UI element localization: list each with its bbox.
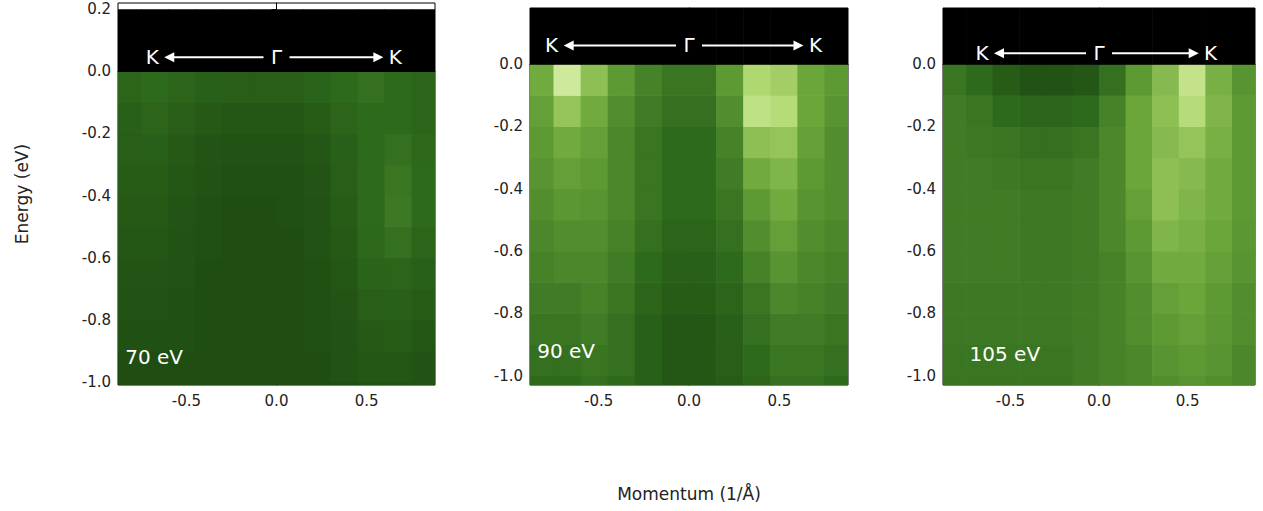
- svg-text:0.0: 0.0: [265, 392, 289, 410]
- svg-text:-1.0: -1.0: [907, 367, 936, 385]
- svg-text:K: K: [146, 45, 160, 69]
- svg-text:-0.2: -0.2: [82, 124, 111, 142]
- svg-text:-0.5: -0.5: [996, 392, 1025, 410]
- svg-text:0.0: 0.0: [87, 62, 111, 80]
- svg-text:-0.4: -0.4: [907, 180, 936, 198]
- svg-text:0.0: 0.0: [912, 55, 936, 73]
- svg-text:K: K: [809, 33, 823, 57]
- svg-text:K: K: [389, 45, 403, 69]
- svg-text:-0.8: -0.8: [907, 304, 936, 322]
- svg-text:-0.4: -0.4: [82, 187, 111, 205]
- svg-text:-1.0: -1.0: [82, 373, 111, 391]
- svg-text:70 eV: 70 eV: [125, 345, 183, 369]
- svg-text:Γ: Γ: [683, 33, 695, 57]
- svg-text:-1.0: -1.0: [494, 367, 523, 385]
- svg-text:Γ: Γ: [271, 45, 283, 69]
- svg-text:K: K: [545, 33, 559, 57]
- svg-text:-0.6: -0.6: [907, 242, 936, 260]
- svg-text:-0.2: -0.2: [907, 117, 936, 135]
- svg-text:Γ: Γ: [1093, 41, 1105, 65]
- svg-text:0.0: 0.0: [1087, 392, 1111, 410]
- svg-text:105 eV: 105 eV: [970, 342, 1041, 366]
- svg-text:-0.4: -0.4: [494, 180, 523, 198]
- svg-text:-0.6: -0.6: [82, 249, 111, 267]
- svg-text:0.5: 0.5: [355, 392, 379, 410]
- svg-text:0.0: 0.0: [499, 55, 523, 73]
- svg-text:-0.2: -0.2: [494, 117, 523, 135]
- svg-text:90 eV: 90 eV: [537, 339, 595, 363]
- svg-text:-0.5: -0.5: [584, 392, 613, 410]
- svg-text:0.5: 0.5: [1176, 392, 1200, 410]
- svg-text:K: K: [975, 41, 989, 65]
- svg-text:-0.5: -0.5: [172, 392, 201, 410]
- svg-text:-0.6: -0.6: [494, 242, 523, 260]
- svg-text:0.5: 0.5: [767, 392, 791, 410]
- svg-text:0.0: 0.0: [677, 392, 701, 410]
- svg-text:0.2: 0.2: [87, 0, 111, 18]
- svg-text:-0.8: -0.8: [494, 304, 523, 322]
- svg-text:K: K: [1204, 41, 1218, 65]
- svg-text:Momentum (1/Å): Momentum (1/Å): [617, 483, 761, 504]
- svg-text:Energy (eV): Energy (eV): [12, 144, 32, 244]
- svg-text:-0.8: -0.8: [82, 311, 111, 329]
